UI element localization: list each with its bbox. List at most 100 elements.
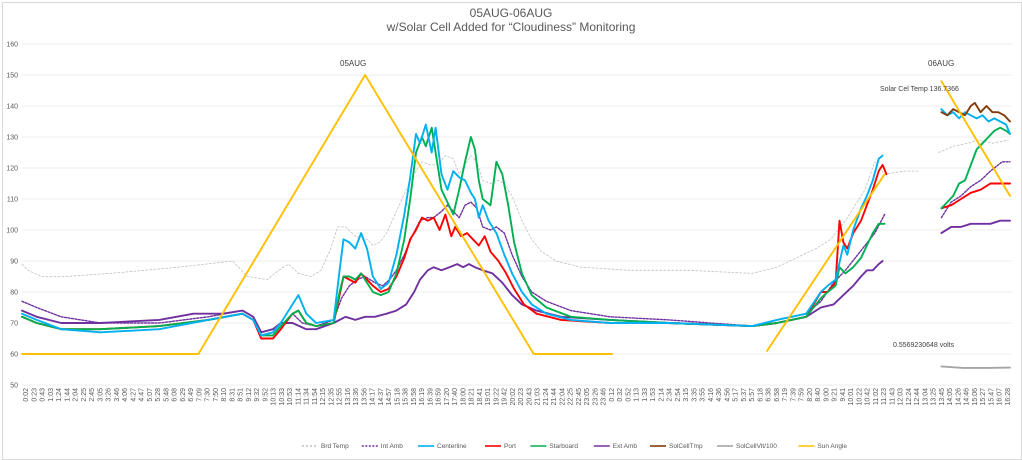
x-tick-label: 22:25	[568, 388, 575, 406]
x-tick-label: 12:55	[337, 388, 344, 406]
x-tick-label: 20:02	[510, 388, 517, 406]
x-tick-label: 2:54	[675, 388, 682, 402]
x-tick-label: 3:15	[683, 388, 690, 402]
x-tick-label: 22:04	[559, 388, 566, 406]
x-tick-label: 7:39	[790, 388, 797, 402]
chart-title: 05AUG-06AUG	[469, 6, 553, 20]
x-tick-label: 15:58	[411, 388, 418, 406]
x-tick-label: 7:59	[799, 388, 806, 402]
y-tick-label: 90	[10, 259, 18, 266]
x-tick-label: 4:56	[724, 388, 731, 402]
x-tick-label: 7:09	[196, 388, 203, 402]
x-tick-label: 2:04	[73, 388, 80, 402]
series-line-port	[21, 163, 888, 340]
x-tick-label: 9:21	[832, 388, 839, 402]
series-line-port	[940, 182, 1011, 210]
x-tick-label: 16:19	[419, 388, 426, 406]
x-tick-label: 0:32	[617, 388, 624, 402]
x-tick-label: 9:00	[823, 388, 830, 402]
x-tick-label: 8:31	[229, 388, 236, 402]
x-tick-label: 13:36	[353, 388, 360, 406]
legend-label: Ext Amb	[613, 443, 638, 450]
series-line-centerline	[21, 123, 884, 337]
x-tick-label: 5:37	[741, 388, 748, 402]
x-tick-label: 7:30	[205, 388, 212, 402]
x-tick-label: 19:42	[502, 388, 509, 406]
x-tick-label: 15:27	[980, 388, 987, 406]
x-tick-label: 11:43	[889, 388, 896, 405]
y-tick-label: 140	[6, 104, 18, 111]
x-tick-label: 20:23	[518, 388, 525, 406]
x-tick-label: 2:45	[89, 388, 96, 402]
x-tick-label: 16:59	[436, 388, 443, 406]
x-tick-label: 23:05	[584, 388, 591, 406]
series-line-int-amb	[940, 161, 1011, 219]
x-tick-label: 21:03	[535, 388, 542, 406]
x-tick-label: 11:54	[312, 388, 319, 405]
y-tick-label: 60	[10, 352, 18, 359]
x-tick-label: 3:26	[106, 388, 113, 402]
y-tick-label: 110	[7, 197, 18, 204]
series-line-solcelltmp	[940, 101, 1011, 123]
x-tick-label: 17:20	[444, 388, 451, 406]
y-tick-label: 160	[6, 42, 18, 49]
x-tick-label: 12:24	[906, 388, 913, 406]
x-tick-label: 9:12	[246, 388, 253, 402]
x-tick-label: 3:35	[691, 388, 698, 402]
x-tick-label: 21:44	[551, 388, 558, 406]
legend-label: Sun Angle	[817, 443, 847, 450]
series-line-ext-amb	[940, 219, 1011, 235]
x-tick-label: 5:28	[155, 388, 162, 402]
annotation-day1: 05AUG	[340, 59, 366, 68]
y-tick-label: 100	[6, 228, 18, 235]
x-tick-label: 1:44	[64, 388, 71, 402]
x-tick-label: 11:23	[881, 388, 888, 405]
x-tick-label: 11:02	[873, 388, 880, 405]
x-tick-label: 1:03	[48, 388, 55, 402]
x-tick-label: 18:00	[460, 388, 467, 406]
series-line-sun-angle	[766, 173, 886, 352]
x-tick-label: 16:28	[1005, 388, 1012, 406]
x-tick-label: 0:52	[625, 388, 632, 402]
x-tick-label: 14:26	[955, 388, 962, 406]
annotation-volts: 0.5569230648 volts	[893, 342, 955, 349]
y-tick-label: 150	[6, 73, 18, 80]
series-line-starboard	[21, 126, 886, 337]
x-tick-label: 0:43	[40, 388, 47, 402]
x-tick-label: 15:47	[988, 388, 995, 406]
x-tick-label: 10:33	[279, 388, 286, 406]
x-tick-label: 15:06	[972, 388, 979, 406]
x-tick-label: 10:22	[856, 388, 863, 406]
series-lines	[21, 74, 1011, 369]
x-tick-label: 5:57	[749, 388, 756, 402]
x-tick-label: 5:17	[733, 388, 740, 402]
x-tick-label: 0:12	[609, 388, 616, 402]
x-tick-label: 20:43	[526, 388, 533, 406]
x-tick-label: 16:39	[427, 388, 434, 406]
chart-subtitle: w/Solar Cell Added for “Cloudiness” Moni…	[386, 20, 636, 34]
x-tick-label: 22:45	[576, 388, 583, 406]
x-tick-label: 6:58	[774, 388, 781, 402]
x-tick-label: 12:03	[898, 388, 905, 406]
y-tick-label: 80	[10, 290, 18, 297]
x-tick-label: 4:27	[130, 388, 137, 402]
x-tick-label: 10:42	[865, 388, 872, 406]
y-tick-label: 70	[10, 321, 18, 328]
x-tick-label: 18:21	[469, 388, 476, 406]
y-tick-label: 50	[10, 383, 18, 390]
x-tick-label: 1:24	[56, 388, 63, 402]
x-tick-label: 14:46	[964, 388, 971, 406]
x-tick-label: 12:44	[914, 388, 921, 406]
x-tick-label: 21:24	[543, 388, 550, 406]
x-tick-label: 2:34	[667, 388, 674, 402]
x-tick-label: 8:20	[807, 388, 814, 402]
series-line-brd-temp	[938, 139, 1009, 153]
legend-label: Brd Temp	[321, 443, 349, 450]
x-tick-label: 3:46	[114, 388, 121, 402]
legend: Brd Temp Int Amb Centerline Port Starboard Ex…	[302, 443, 847, 450]
x-tick-label: 9:41	[840, 388, 847, 402]
x-tick-label: 8:10	[221, 388, 228, 402]
y-tick-label: 120	[6, 166, 18, 173]
x-tick-label: 14:37	[378, 388, 385, 406]
x-tick-label: 15:18	[394, 388, 401, 406]
